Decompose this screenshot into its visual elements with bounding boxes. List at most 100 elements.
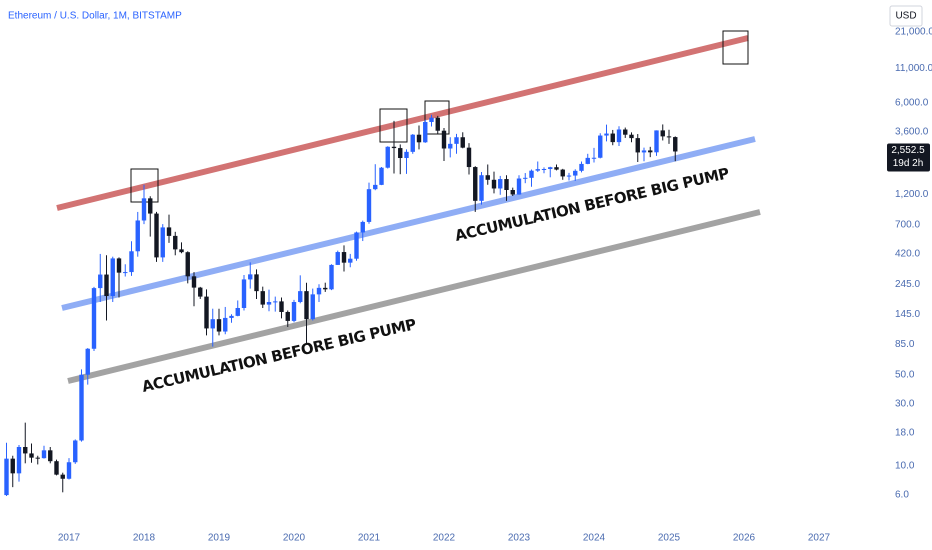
candle-body	[410, 134, 415, 152]
candle-body	[110, 258, 115, 297]
candle-body	[179, 249, 184, 253]
x-tick-label: 2017	[58, 533, 81, 544]
candle-body	[473, 167, 478, 201]
candle-body	[48, 450, 53, 462]
candle-body	[60, 474, 65, 479]
candle-body	[148, 198, 153, 214]
candle-body	[204, 296, 209, 329]
candle-body	[10, 458, 15, 474]
currency-box[interactable]	[889, 5, 923, 27]
y-tick-label: 6.0	[895, 490, 909, 501]
candles	[4, 114, 678, 497]
chart-title: Ethereum / U.S. Dollar, 1M, BITSTAMP	[8, 11, 182, 22]
candle-body	[429, 117, 434, 123]
candle-body	[235, 307, 240, 316]
candle-body	[479, 175, 484, 201]
candle-body	[448, 143, 453, 149]
candle-body	[548, 167, 553, 169]
candle-body	[379, 167, 384, 185]
candle-body	[210, 319, 215, 329]
candle-body	[191, 276, 197, 288]
candle-body	[266, 302, 272, 305]
candle-body	[260, 291, 265, 305]
candle-body	[510, 189, 515, 195]
candle-body	[485, 175, 490, 180]
candle-body	[154, 213, 159, 258]
middle-channel	[61, 136, 756, 311]
candle-body	[104, 274, 109, 297]
candle-body	[335, 252, 340, 265]
candle-body	[173, 235, 178, 250]
candle-body	[623, 129, 628, 135]
candle-body	[516, 178, 522, 195]
candle-body	[641, 150, 647, 153]
x-axis: 2017 2018 2019 2020 2021 2022 2023 2024 2025 2026…	[58, 528, 831, 544]
candle-body	[241, 279, 247, 308]
price-tag	[887, 143, 930, 172]
y-tick-label: 50.0	[895, 369, 915, 380]
y-tick-label: 30.0	[895, 398, 915, 409]
candle-body	[141, 198, 147, 221]
candle-body	[529, 170, 534, 178]
candle-body	[54, 461, 59, 475]
candle-body	[373, 184, 378, 190]
candle-body	[391, 146, 397, 149]
candle-body	[616, 129, 622, 143]
candle-body	[91, 288, 97, 349]
candle-body	[579, 163, 584, 171]
y-tick-label: 6,000.0	[895, 98, 929, 109]
y-tick-label: 245.0	[895, 279, 920, 290]
y-tick-label: 700.0	[895, 220, 920, 231]
candle-body	[598, 135, 603, 158]
candle-body	[566, 175, 572, 177]
candle-body	[591, 157, 597, 159]
candle-body	[585, 157, 590, 164]
y-tick-label: 1,200.0	[895, 189, 929, 200]
x-tick-label: 2025	[658, 533, 681, 544]
x-tick-label: 2020	[283, 533, 306, 544]
candle-body	[66, 462, 72, 479]
x-tick-label: 2027	[808, 533, 831, 544]
y-axis: 21,000.0 11,000.0 6,000.0 3,600.0 1,200.0 700…	[885, 26, 932, 501]
candle-body	[629, 134, 634, 139]
candle-body	[123, 272, 128, 274]
candle-body	[279, 301, 284, 312]
candle-body	[660, 130, 665, 137]
x-tick-label: 2026	[733, 533, 756, 544]
candle-body	[248, 274, 253, 280]
candle-body	[460, 137, 465, 148]
box	[722, 30, 749, 65]
candle-body	[385, 146, 390, 168]
candle-body	[4, 458, 9, 496]
candle-body	[79, 374, 84, 441]
candle-body	[73, 440, 78, 463]
candle-body	[273, 301, 278, 303]
x-tick-label: 2022	[433, 533, 456, 544]
candle-body	[666, 136, 672, 138]
x-tick-label: 2021	[358, 533, 381, 544]
candle-body	[323, 287, 328, 290]
candle-body	[298, 291, 303, 303]
x-tick-label: 2024	[583, 533, 606, 544]
candle-body	[135, 220, 140, 252]
candle-body	[166, 227, 172, 236]
currency[interactable]: USD	[895, 11, 916, 22]
candle-body	[573, 170, 578, 176]
candle-body	[35, 457, 40, 459]
y-tick-label: 145.0	[895, 309, 920, 320]
box	[424, 100, 450, 135]
y-tick-label: 85.0	[895, 339, 915, 350]
candle-body	[341, 252, 347, 263]
y-tick-label: 11,000.0	[895, 63, 932, 74]
channel-lines	[56, 35, 761, 384]
candle-body	[491, 179, 497, 189]
candle-body	[535, 169, 540, 171]
candle-body	[23, 446, 28, 454]
candle-body	[654, 130, 659, 153]
x-tick-label: 2018	[133, 533, 156, 544]
x-tick-label: 2023	[508, 533, 531, 544]
candle-body	[541, 168, 547, 170]
candle-body	[498, 179, 503, 189]
candle-body	[160, 227, 165, 258]
